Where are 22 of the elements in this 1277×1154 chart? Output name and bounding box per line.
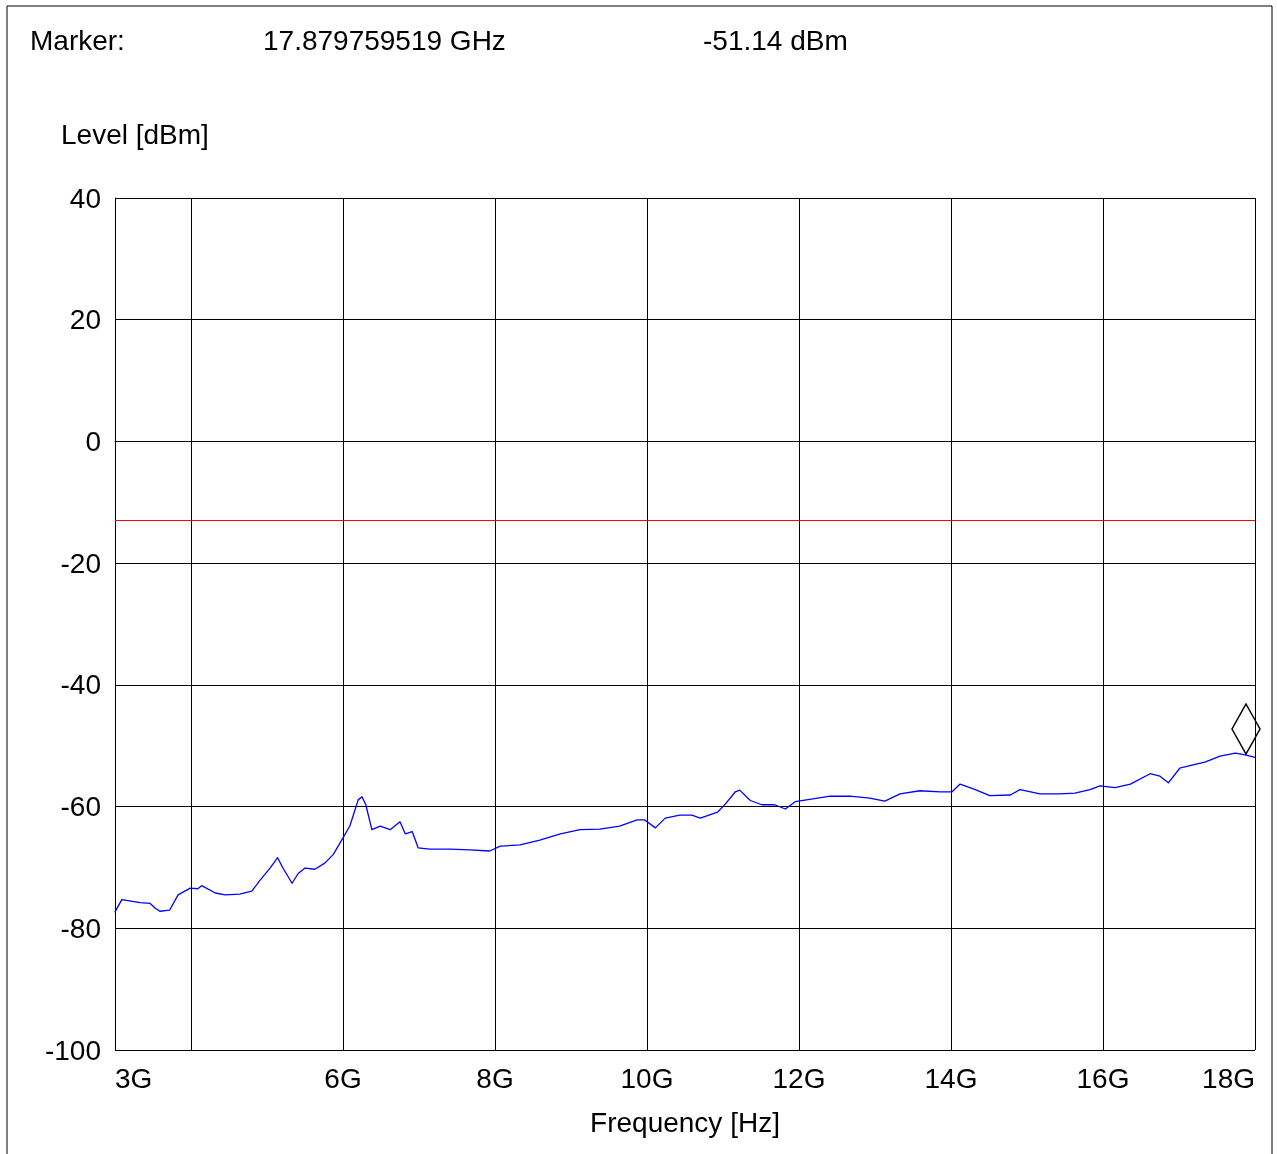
y-tick-label: 20 [69, 304, 101, 336]
y-tick-label: -100 [44, 1034, 101, 1066]
text: 17.879759519 GHz [263, 24, 506, 56]
y-tick-label: -20 [60, 547, 101, 579]
x-tick-label: 12G [772, 1062, 826, 1094]
line-series [114, 752, 1256, 913]
y-axis-title: Level [dBm] [61, 118, 209, 150]
y-tick-label: -80 [60, 912, 101, 944]
y-tick-label: -60 [60, 791, 101, 823]
x-tick-label: 6G [324, 1062, 362, 1094]
y-tick-label: 40 [69, 182, 101, 214]
x-tick-label: 18G [1202, 1062, 1255, 1094]
x-tick-label: 3G [115, 1062, 153, 1094]
x-tick-label: 16G [1076, 1062, 1130, 1094]
x-tick-label: 14G [924, 1062, 978, 1094]
x-tick-label: 8G [476, 1062, 514, 1094]
x-tick-label: 10G [620, 1062, 674, 1094]
text: -51.14 dBm [703, 24, 848, 56]
y-tick-label: 0 [85, 425, 101, 457]
text: Marker: [30, 24, 125, 56]
x-axis-title: Frequency [Hz] [590, 1106, 780, 1138]
y-tick-label: -40 [60, 669, 101, 701]
